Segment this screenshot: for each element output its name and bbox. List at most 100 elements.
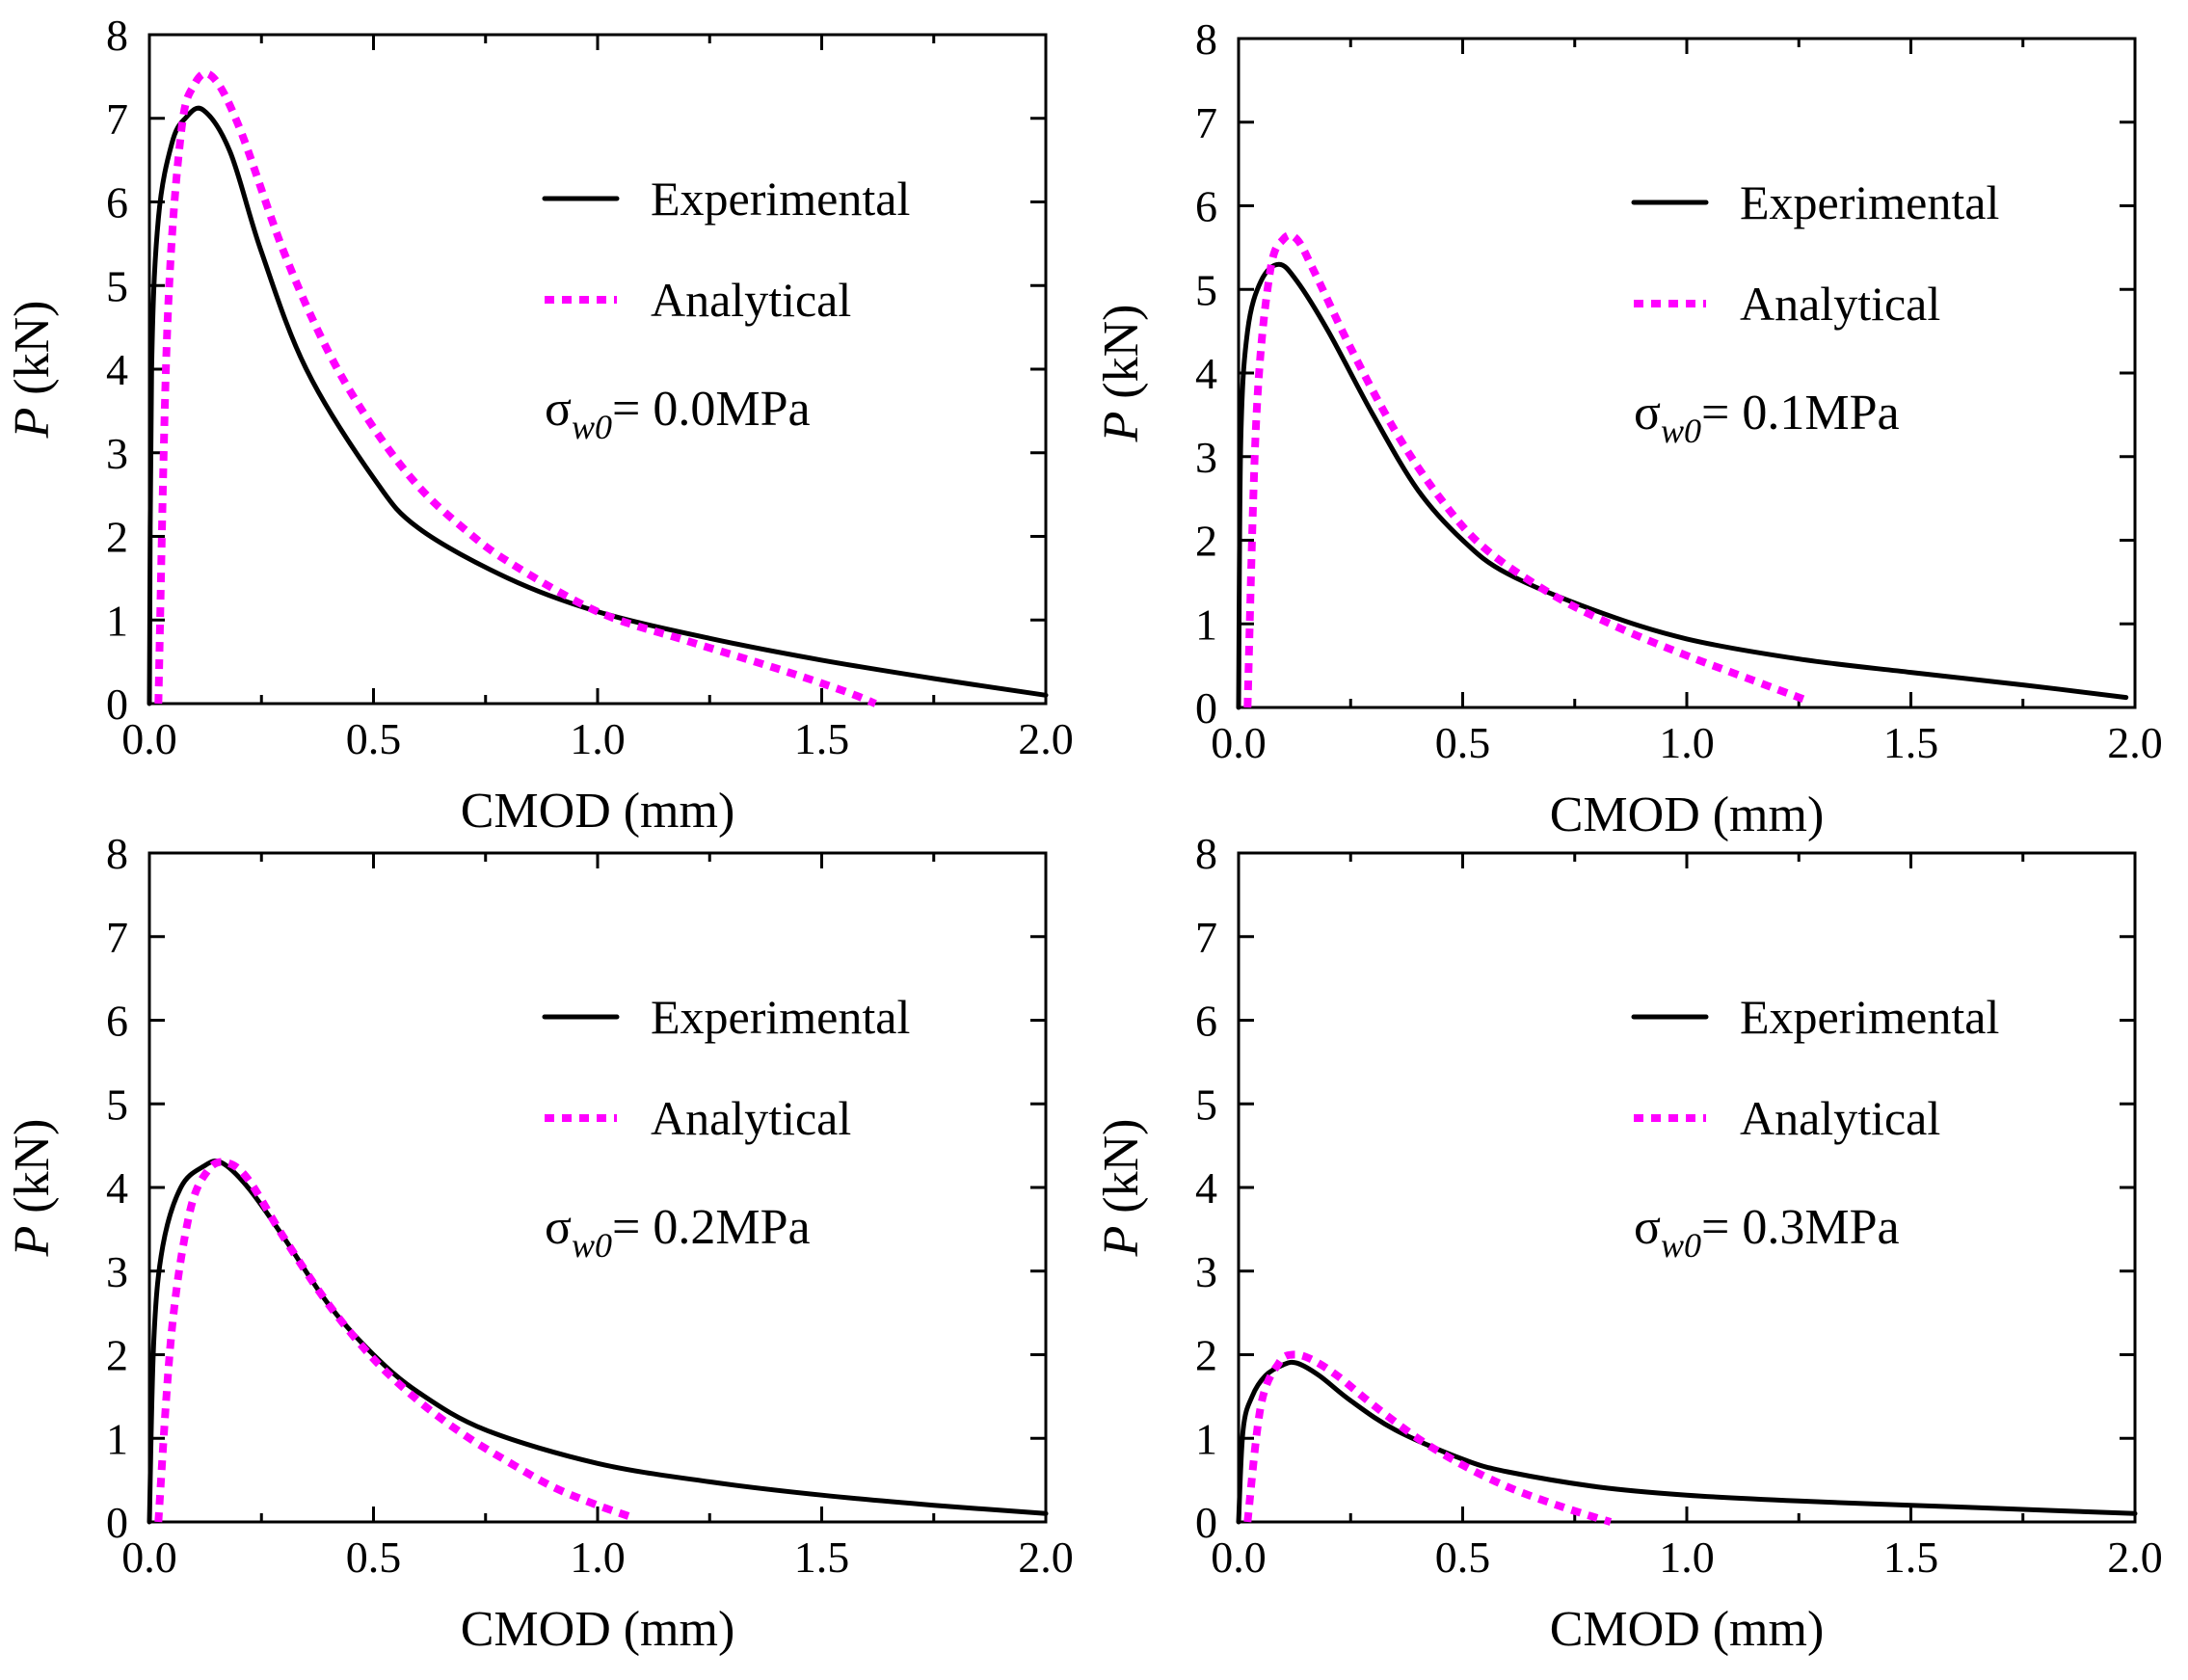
x-tick-label: 1.0 (570, 1533, 626, 1582)
plot-frame (1237, 851, 2137, 1524)
legend-experimental-label: Experimental (1740, 990, 1999, 1044)
legend-analytical-label: Analytical (1740, 1091, 1940, 1145)
legend-experimental-label: Experimental (1740, 175, 1999, 229)
x-tick-label: 1.5 (794, 1533, 850, 1582)
sigma-annotation: σw0= 0.0MPa (545, 382, 811, 446)
x-tick-label: 1.0 (1659, 718, 1715, 767)
x-tick-label: 2.0 (2107, 1533, 2163, 1582)
y-tick-label: 7 (1195, 98, 1217, 147)
experimental-series-line (147, 105, 1049, 707)
sigma-value: = 0.2MPa (612, 1200, 811, 1255)
sigma-value: = 0.3MPa (1701, 1200, 1900, 1255)
y-tick-label: 8 (1195, 14, 1217, 64)
x-tick-label: 2.0 (1018, 1533, 1074, 1582)
x-tick-label: 0.5 (1435, 718, 1491, 767)
plot-frame (1237, 37, 2137, 709)
y-tick-label: 3 (106, 1247, 128, 1296)
y-axis-label: P (kN) (1094, 1119, 1149, 1258)
y-axis-label: P (kN) (1094, 305, 1149, 443)
y-axis-label-unit: (kN) (5, 1119, 60, 1226)
y-tick-label: 2 (1195, 517, 1217, 566)
legend-analytical-label: Analytical (1740, 277, 1940, 331)
legend-analytical-label: Analytical (651, 1091, 851, 1145)
y-tick-label: 4 (1195, 349, 1217, 398)
analytical-series-line (154, 69, 877, 707)
x-tick-label: 1.0 (1659, 1533, 1715, 1582)
y-tick-label: 2 (1195, 1331, 1217, 1380)
panel-sigma-0-2: 0.0 0.5 1.0 1.5 2.0 0 1 2 3 4 5 6 7 8 CMOD (mm) P (kN) E… (5, 829, 1074, 1657)
x-tick-label: 1.0 (570, 714, 626, 763)
y-tick-label: 0 (1195, 683, 1217, 733)
plot-frame (147, 851, 1048, 1524)
y-tick-label: 6 (1195, 997, 1217, 1046)
y-axis-label-symbol: P (5, 1226, 60, 1258)
y-tick-label: 1 (106, 1414, 128, 1463)
panel-sigma-0-0: 0.0 0.5 1.0 1.5 2.0 0 1 2 3 4 5 6 7 8 CMOD (mm) P (kN) E… (5, 11, 1074, 839)
x-tick-label: 0.0 (1211, 1533, 1267, 1582)
y-tick-label: 8 (106, 829, 128, 878)
y-tick-label: 5 (106, 1080, 128, 1129)
y-tick-label: 5 (1195, 265, 1217, 314)
sigma-annotation: σw0= 0.3MPa (1634, 1200, 1900, 1265)
sigma-value: = 0.1MPa (1701, 386, 1900, 440)
y-tick-label: 4 (106, 1163, 128, 1213)
y-tick-label: 4 (106, 345, 128, 394)
sigma-subscript: w0 (572, 408, 612, 446)
analytical-series-line (154, 1158, 635, 1523)
y-axis-label: P (kN) (5, 301, 60, 440)
experimental-series-line (1236, 1359, 2138, 1525)
panel-sigma-0-1: 0.0 0.5 1.0 1.5 2.0 0 1 2 3 4 5 6 7 8 CMOD (mm) P (kN) E… (1094, 14, 2163, 842)
y-tick-label: 0 (1195, 1498, 1217, 1547)
y-axis-label-symbol: P (1094, 1226, 1149, 1258)
y-tick-label: 1 (106, 596, 128, 645)
sigma-subscript: w0 (572, 1226, 612, 1265)
y-tick-label: 3 (1195, 1247, 1217, 1296)
y-tick-label: 8 (106, 11, 128, 60)
sigma-value: = 0.0MPa (612, 382, 811, 437)
y-tick-label: 0 (106, 1498, 128, 1547)
x-tick-label: 0.0 (121, 714, 177, 763)
y-axis-label-unit: (kN) (1094, 1119, 1149, 1226)
x-tick-label: 1.5 (794, 714, 850, 763)
y-tick-label: 1 (1195, 600, 1217, 649)
experimental-series-line (147, 1159, 1049, 1525)
y-tick-label: 8 (1195, 829, 1217, 878)
sigma-annotation: σw0= 0.1MPa (1634, 386, 1900, 450)
sigma-symbol: σ (1634, 1200, 1661, 1255)
sigma-subscript: w0 (1661, 412, 1701, 450)
y-axis-label-unit: (kN) (5, 301, 60, 408)
y-tick-label: 7 (106, 913, 128, 962)
x-axis-label: CMOD (mm) (1550, 787, 1825, 842)
y-tick-label: 6 (106, 178, 128, 227)
y-tick-label: 1 (1195, 1414, 1217, 1463)
y-tick-label: 4 (1195, 1163, 1217, 1213)
legend-experimental-label: Experimental (651, 990, 910, 1044)
x-tick-label: 1.5 (1883, 718, 1939, 767)
x-tick-label: 1.5 (1883, 1533, 1939, 1582)
y-tick-label: 7 (106, 94, 128, 144)
x-tick-label: 0.5 (346, 714, 402, 763)
y-tick-label: 5 (106, 261, 128, 310)
x-tick-label: 2.0 (1018, 714, 1074, 763)
x-tick-label: 0.0 (1211, 718, 1267, 767)
y-tick-label: 5 (1195, 1080, 1217, 1129)
y-tick-label: 0 (106, 680, 128, 729)
sigma-subscript: w0 (1661, 1226, 1701, 1265)
sigma-symbol: σ (545, 1200, 572, 1255)
y-tick-label: 3 (106, 429, 128, 478)
sigma-symbol: σ (545, 382, 572, 437)
y-axis-label: P (kN) (5, 1119, 60, 1258)
plot-frame (147, 33, 1048, 706)
panel-sigma-0-3: 0.0 0.5 1.0 1.5 2.0 0 1 2 3 4 5 6 7 8 CMOD (mm) P (kN) E… (1094, 829, 2163, 1657)
x-tick-label: 0.0 (121, 1533, 177, 1582)
y-tick-label: 2 (106, 1331, 128, 1380)
y-tick-label: 6 (106, 997, 128, 1046)
y-tick-label: 2 (106, 513, 128, 562)
y-tick-label: 3 (1195, 433, 1217, 482)
y-tick-label: 7 (1195, 913, 1217, 962)
analytical-series-line (1243, 1350, 1613, 1526)
sigma-annotation: σw0= 0.2MPa (545, 1200, 811, 1265)
y-axis-label-symbol: P (5, 408, 60, 440)
y-axis-label-unit: (kN) (1094, 305, 1149, 412)
